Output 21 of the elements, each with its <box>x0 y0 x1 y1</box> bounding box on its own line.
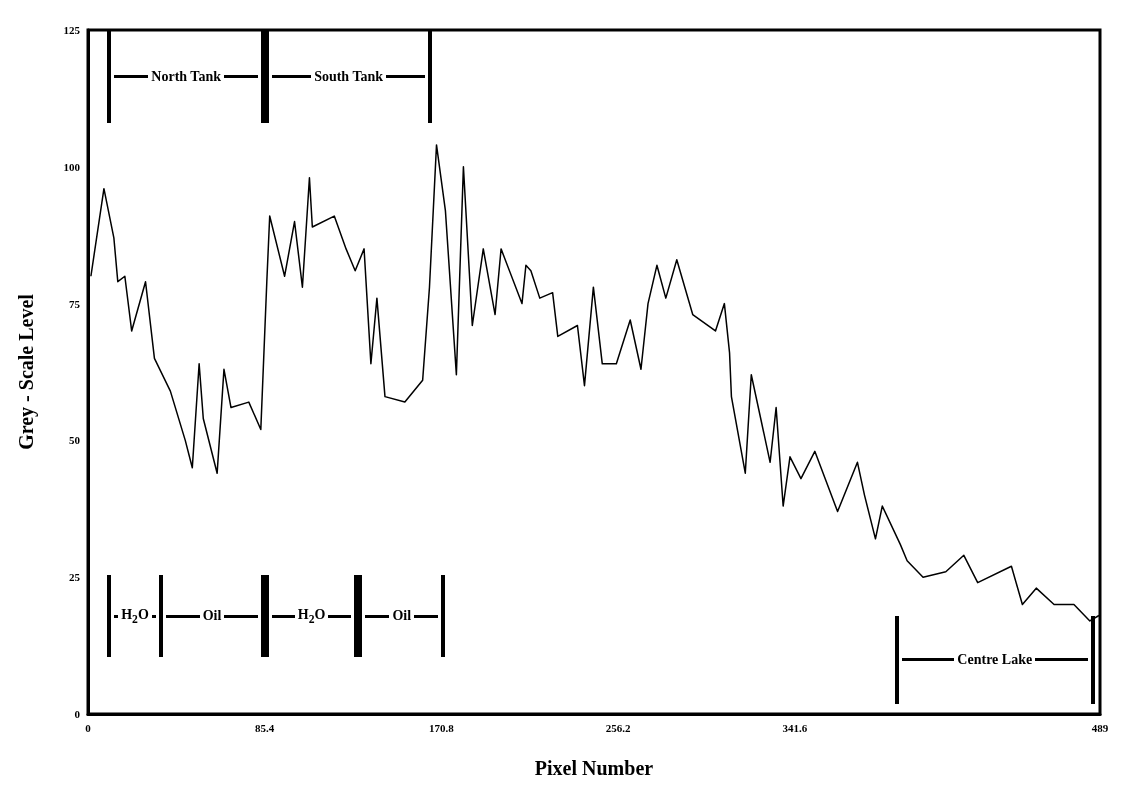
annotation: North Tank <box>151 68 221 85</box>
x-tick-label: 0 <box>85 721 92 734</box>
y-tick-label: 100 <box>63 160 81 173</box>
y-tick-label: 0 <box>74 708 81 720</box>
y-tick-label: 25 <box>69 571 81 584</box>
x-tick-label: 341.6 <box>782 721 808 734</box>
x-tick-label: 256.2 <box>605 721 632 734</box>
x-tick-label: 489 <box>1091 721 1109 734</box>
x-axis-title: Pixel Number <box>534 757 654 779</box>
x-tick-label: 85.4 <box>255 721 275 734</box>
annotation: H$_{2}$O <box>297 606 326 626</box>
annotation: Centre Lake <box>957 651 1033 668</box>
x-tick-label: 170.8 <box>429 721 455 734</box>
y-tick-label: 75 <box>69 297 81 310</box>
annotation: Oil <box>392 608 412 625</box>
annotation: South Tank <box>314 68 384 85</box>
y-tick-label: 50 <box>69 434 81 447</box>
y-axis-title: Grey - Scale Level <box>15 293 38 450</box>
annotation: H$_{2}$O <box>121 606 149 626</box>
annotation: Oil <box>202 608 222 625</box>
y-tick-label: 125 <box>63 24 81 36</box>
